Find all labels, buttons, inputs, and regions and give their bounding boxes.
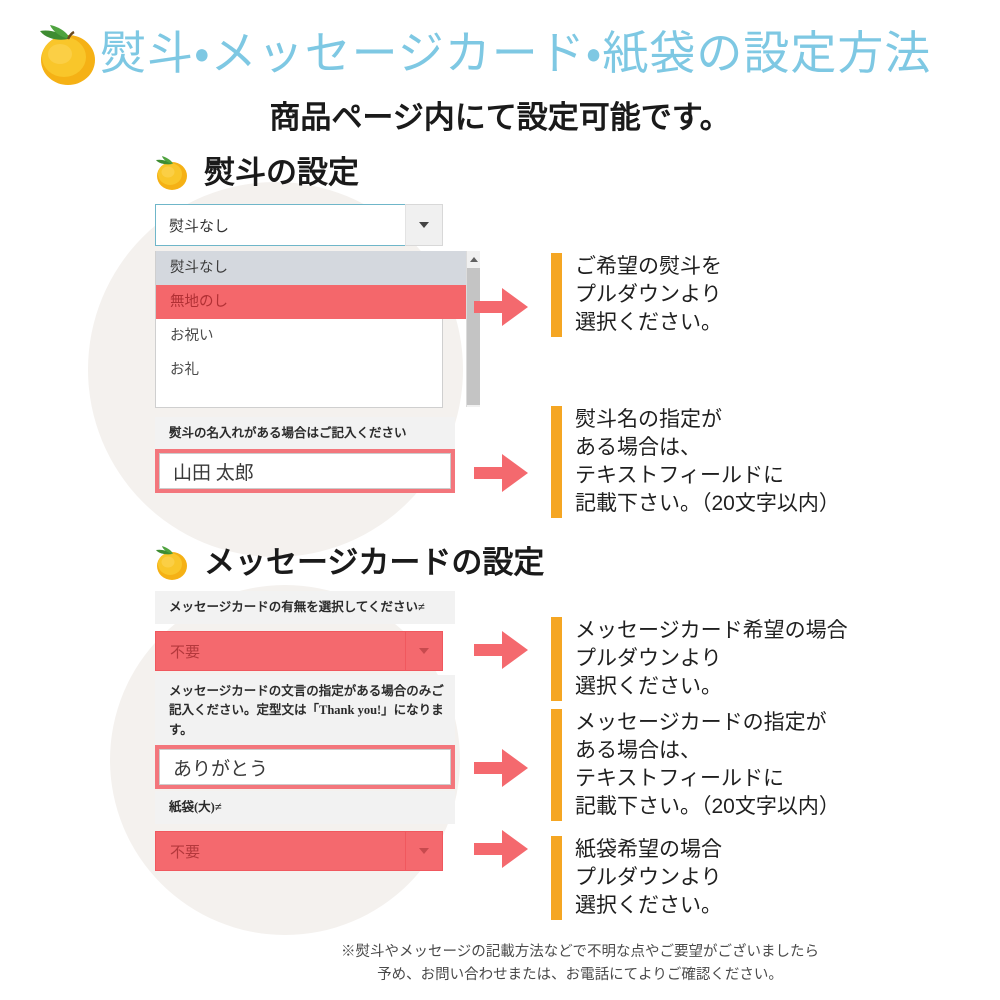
option-item[interactable]: 熨斗なし	[156, 251, 466, 285]
callout-accent-bar	[551, 836, 562, 920]
noshi-select-toggle[interactable]	[405, 204, 443, 246]
callout-text: 熨斗名の指定が ある場合は、 テキストフィールドに 記載下さい。（20文字以内）	[575, 408, 840, 515]
section-header-message-card: メッセージカードの設定	[150, 538, 544, 586]
noshi-name-label-text: 熨斗の名入れがある場合はご記入ください	[155, 417, 455, 451]
arrow-right-icon	[472, 627, 530, 673]
callout-text: 紙袋希望の場合 プルダウンより 選択ください。	[575, 838, 722, 917]
mandarin-orange-icon	[150, 151, 192, 193]
arrow-right-icon	[472, 284, 530, 330]
section-title: 熨斗の設定	[204, 154, 359, 190]
option-item-highlighted[interactable]: 無地のし	[156, 285, 466, 319]
callout-text: ご希望の熨斗を プルダウンより 選択ください。	[575, 255, 722, 334]
card-select[interactable]: 不要	[155, 631, 443, 671]
mandarin-orange-icon	[150, 541, 192, 583]
callout-accent-bar	[551, 617, 562, 701]
arrow-right-icon	[472, 826, 530, 872]
noshi-name-input[interactable]: 山田 太郎	[155, 449, 455, 493]
bag-select-toggle[interactable]	[405, 831, 443, 871]
callout-text: メッセージカードの指定が ある場合は、 テキストフィールドに 記載下さい。（20…	[575, 711, 840, 818]
card-text-input-value[interactable]: ありがとう	[159, 749, 451, 785]
page-title: 熨斗・メッセージカード・紙袋の設定方法	[100, 27, 932, 79]
arrow-right-icon	[472, 450, 530, 496]
chevron-down-icon	[419, 648, 429, 654]
card-select-label-text: メッセージカードの有無を選択してください≠	[155, 591, 455, 625]
section-header-noshi: 熨斗の設定	[150, 148, 359, 196]
chevron-down-icon	[419, 222, 429, 228]
option-item[interactable]: お礼	[170, 362, 199, 378]
option-item[interactable]: お祝い	[170, 328, 214, 344]
noshi-name-input-value[interactable]: 山田 太郎	[159, 453, 451, 489]
callout-accent-bar	[551, 253, 562, 337]
page-subtitle: 商品ページ内にて設定可能です。	[269, 100, 731, 135]
bag-select-label-text: 紙袋(大)≠	[155, 791, 455, 825]
bag-select-label: 紙袋(大)≠	[155, 791, 455, 825]
callout-noshi-select: ご希望の熨斗を プルダウンより 選択ください。	[551, 253, 722, 337]
footer-note: ※熨斗やメッセージの記載方法などで不明な点やご要望がございましたら 予め、お問い…	[341, 944, 819, 983]
card-select-value[interactable]: 不要	[155, 631, 405, 671]
noshi-option-list[interactable]: 熨斗なし 無地のし お祝い お礼	[155, 251, 480, 408]
card-text-label-text: メッセージカードの文言の指定がある場合のみご記入ください。定型文は「Thank …	[155, 675, 455, 748]
card-select-toggle[interactable]	[405, 631, 443, 671]
chevron-down-icon	[419, 848, 429, 854]
title-row: 熨斗・メッセージカード・紙袋の設定方法	[28, 12, 980, 94]
page-header: 熨斗・メッセージカード・紙袋の設定方法 商品ページ内にて設定可能です。	[0, 0, 1000, 140]
noshi-select-value[interactable]: 熨斗なし	[155, 204, 405, 246]
section-title: メッセージカードの設定	[204, 544, 545, 580]
callout-noshi-name: 熨斗名の指定が ある場合は、 テキストフィールドに 記載下さい。（20文字以内）	[551, 406, 840, 518]
bag-select[interactable]: 不要	[155, 831, 443, 871]
mandarin-orange-icon	[28, 15, 104, 91]
callout-bag-select: 紙袋希望の場合 プルダウンより 選択ください。	[551, 836, 722, 920]
noshi-name-label: 熨斗の名入れがある場合はご記入ください	[155, 417, 455, 451]
noshi-select-closed[interactable]: 熨斗なし	[155, 204, 443, 246]
callout-card-text: メッセージカードの指定が ある場合は、 テキストフィールドに 記載下さい。（20…	[551, 709, 840, 821]
arrow-right-icon	[472, 745, 530, 791]
card-select-label: メッセージカードの有無を選択してください≠	[155, 591, 455, 625]
callout-accent-bar	[551, 709, 562, 821]
card-text-label: メッセージカードの文言の指定がある場合のみご記入ください。定型文は「Thank …	[155, 675, 455, 748]
card-text-input[interactable]: ありがとう	[155, 745, 455, 789]
bag-select-value[interactable]: 不要	[155, 831, 405, 871]
callout-text: メッセージカード希望の場合 プルダウンより 選択ください。	[575, 619, 848, 698]
callout-card-select: メッセージカード希望の場合 プルダウンより 選択ください。	[551, 617, 848, 701]
option-list-padding	[156, 387, 466, 407]
scroll-up-icon[interactable]	[467, 251, 480, 268]
callout-accent-bar	[551, 406, 562, 518]
